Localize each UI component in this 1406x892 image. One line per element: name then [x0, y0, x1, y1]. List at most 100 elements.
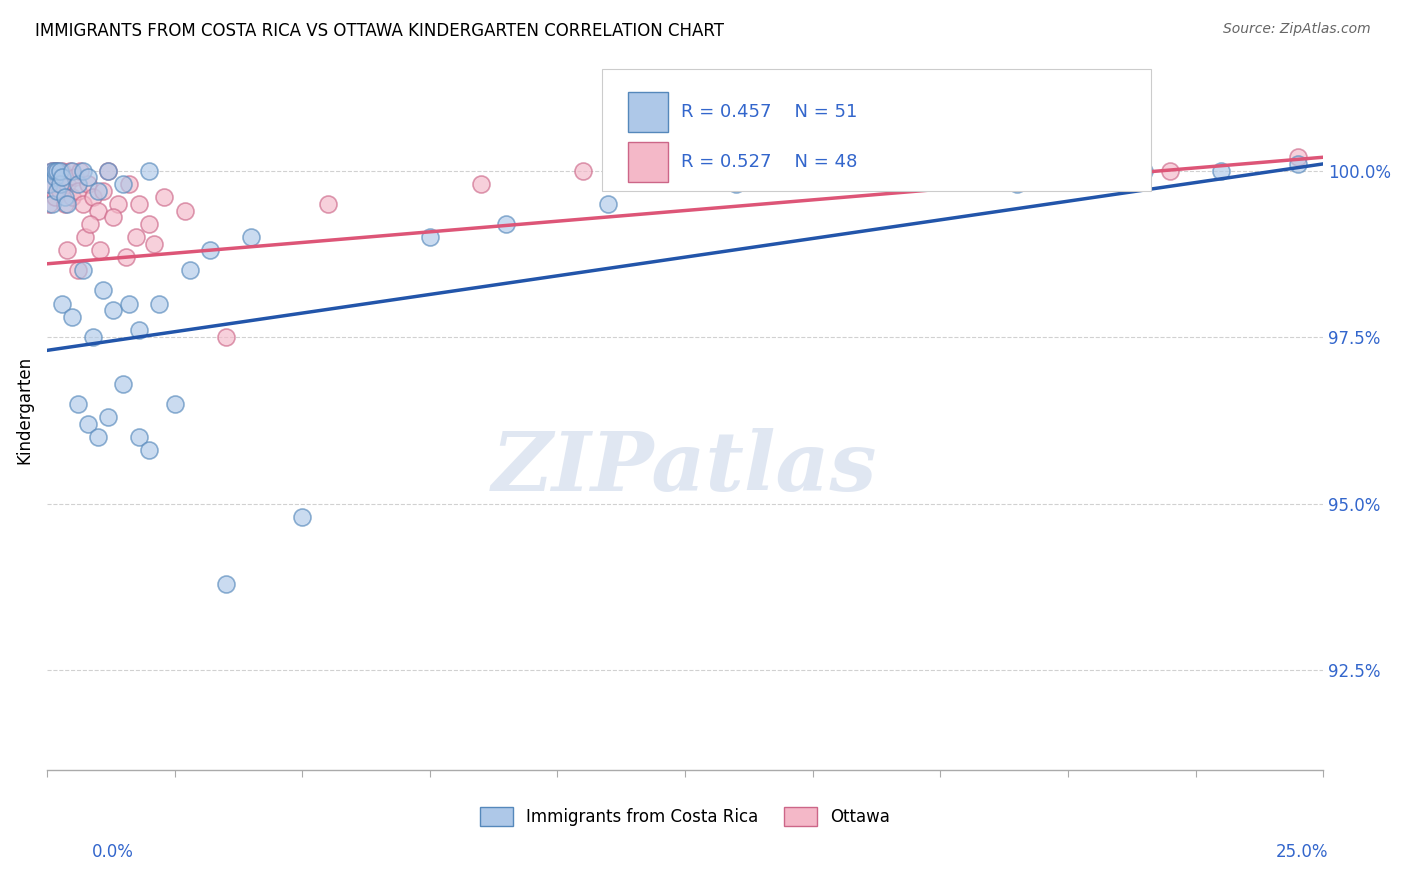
- Point: [97, 163, 120, 178]
- Point: [62, 163, 84, 178]
- Point: [62, 310, 84, 324]
- Point: [128, 197, 150, 211]
- Point: [82, 330, 104, 344]
- Point: [1286, 157, 1309, 171]
- Point: [66, 397, 89, 411]
- Point: [153, 190, 176, 204]
- FancyBboxPatch shape: [602, 69, 1152, 191]
- Point: [112, 376, 135, 391]
- Point: [48, 177, 70, 191]
- Point: [76, 417, 98, 431]
- Point: [112, 177, 135, 191]
- Point: [138, 443, 160, 458]
- Point: [41, 197, 63, 211]
- Point: [63, 170, 86, 185]
- Point: [72, 263, 94, 277]
- Point: [66, 177, 89, 191]
- Point: [91, 284, 114, 298]
- Point: [87, 184, 110, 198]
- Point: [148, 297, 170, 311]
- Point: [128, 323, 150, 337]
- Point: [138, 217, 160, 231]
- Text: ZIPatlas: ZIPatlas: [492, 428, 877, 508]
- Point: [877, 163, 900, 178]
- Point: [1209, 163, 1232, 178]
- Point: [598, 197, 620, 211]
- Point: [46, 163, 69, 178]
- Point: [44, 190, 66, 204]
- Point: [46, 163, 69, 178]
- Point: [46, 170, 69, 185]
- Point: [51, 163, 73, 178]
- Point: [91, 184, 114, 198]
- Point: [51, 170, 73, 185]
- Point: [56, 177, 79, 191]
- Point: [852, 163, 875, 178]
- Point: [41, 163, 63, 178]
- Point: [44, 163, 66, 178]
- Point: [200, 244, 222, 258]
- Point: [66, 263, 89, 277]
- Point: [44, 170, 66, 185]
- Bar: [627, 92, 668, 132]
- Point: [240, 230, 263, 244]
- Point: [44, 163, 66, 178]
- Point: [79, 217, 101, 231]
- Point: [76, 170, 98, 185]
- Point: [117, 297, 139, 311]
- Point: [138, 163, 160, 178]
- Point: [66, 184, 89, 198]
- Point: [103, 210, 125, 224]
- Point: [97, 163, 120, 178]
- Text: Source: ZipAtlas.com: Source: ZipAtlas.com: [1223, 22, 1371, 37]
- Point: [75, 230, 97, 244]
- Point: [48, 163, 70, 178]
- Point: [48, 184, 70, 198]
- Point: [173, 203, 195, 218]
- Point: [1005, 177, 1028, 191]
- Point: [51, 177, 73, 191]
- Point: [495, 217, 517, 231]
- Bar: [627, 143, 668, 182]
- Text: R = 0.457    N = 51: R = 0.457 N = 51: [681, 103, 858, 120]
- Point: [87, 430, 110, 444]
- Point: [1286, 150, 1309, 164]
- Point: [125, 230, 148, 244]
- Point: [87, 203, 110, 218]
- Text: 25.0%: 25.0%: [1277, 843, 1329, 861]
- Point: [89, 244, 111, 258]
- Point: [214, 330, 236, 344]
- Text: R = 0.527    N = 48: R = 0.527 N = 48: [681, 153, 858, 171]
- Point: [72, 197, 94, 211]
- Point: [1159, 163, 1181, 178]
- Point: [725, 163, 748, 178]
- Point: [76, 177, 98, 191]
- Legend: Immigrants from Costa Rica, Ottawa: Immigrants from Costa Rica, Ottawa: [479, 807, 890, 826]
- Point: [1133, 163, 1156, 178]
- Point: [1031, 163, 1053, 178]
- Point: [82, 190, 104, 204]
- Text: IMMIGRANTS FROM COSTA RICA VS OTTAWA KINDERGARTEN CORRELATION CHART: IMMIGRANTS FROM COSTA RICA VS OTTAWA KIN…: [35, 22, 724, 40]
- Point: [51, 297, 73, 311]
- Point: [41, 177, 63, 191]
- Point: [69, 163, 91, 178]
- Point: [128, 430, 150, 444]
- Point: [38, 197, 60, 211]
- Point: [53, 190, 76, 204]
- Point: [316, 197, 339, 211]
- Point: [179, 263, 201, 277]
- Point: [291, 509, 314, 524]
- Point: [46, 184, 69, 198]
- Point: [143, 236, 166, 251]
- Point: [97, 409, 120, 424]
- Point: [107, 197, 129, 211]
- Point: [53, 197, 76, 211]
- Point: [117, 177, 139, 191]
- Point: [470, 177, 492, 191]
- Point: [62, 190, 84, 204]
- Point: [572, 163, 595, 178]
- Point: [214, 576, 236, 591]
- Y-axis label: Kindergarten: Kindergarten: [15, 356, 32, 465]
- Point: [56, 197, 79, 211]
- Text: 0.0%: 0.0%: [91, 843, 134, 861]
